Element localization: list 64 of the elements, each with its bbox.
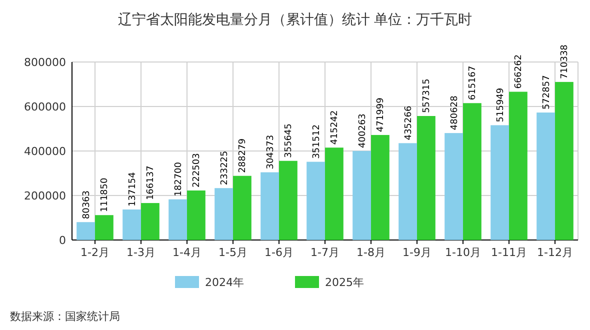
bar <box>444 133 463 240</box>
data-label: 480628 <box>450 95 460 130</box>
legend-label: 2025年 <box>325 276 364 289</box>
bar <box>536 112 555 240</box>
data-label: 615167 <box>468 66 478 100</box>
data-label: 111850 <box>100 177 110 212</box>
data-label: 435266 <box>404 106 414 140</box>
x-tick-label: 1-2月 <box>80 246 110 259</box>
data-label: 288279 <box>238 138 248 173</box>
bar <box>325 148 344 240</box>
data-label: 400263 <box>358 114 368 148</box>
data-label: 355645 <box>284 124 294 158</box>
data-label: 710338 <box>560 44 570 79</box>
data-label: 182700 <box>174 162 184 196</box>
data-label: 515949 <box>496 88 506 122</box>
bar <box>463 103 482 240</box>
y-tick-label: 600000 <box>24 100 66 114</box>
y-tick-label: 400000 <box>24 145 66 158</box>
bar <box>555 82 574 240</box>
bar <box>95 215 114 240</box>
data-label: 137154 <box>128 172 138 206</box>
x-tick-label: 1-7月 <box>310 246 340 259</box>
y-tick-label: 800000 <box>24 56 66 69</box>
data-label: 222503 <box>192 153 202 188</box>
data-label: 351512 <box>312 124 322 159</box>
x-tick-label: 1-6月 <box>264 246 294 259</box>
bar <box>168 199 187 240</box>
bar <box>76 222 95 240</box>
source-note: 数据来源：国家统计局 <box>10 310 120 323</box>
data-label: 557315 <box>422 78 432 113</box>
x-tick-label: 1-11月 <box>491 246 527 259</box>
bar <box>187 190 206 240</box>
y-tick-label: 200000 <box>24 190 66 202</box>
bar <box>279 160 298 240</box>
bar <box>398 143 417 240</box>
data-label: 415242 <box>330 110 340 145</box>
bar <box>122 209 141 240</box>
data-label: 304373 <box>266 134 276 170</box>
bar <box>352 150 371 240</box>
x-tick-label: 1-9月 <box>402 246 432 259</box>
bar <box>417 116 436 240</box>
chart-title: 辽宁省太阳能发电量分月（累计值）统计 单位：万千瓦时 <box>118 12 472 28</box>
bar <box>233 176 252 240</box>
x-tick-label: 1-8月 <box>356 246 386 259</box>
data-label: 471999 <box>376 97 386 132</box>
x-tick-label: 1-12月 <box>537 246 573 259</box>
data-label: 233225 <box>220 150 230 186</box>
bar <box>306 162 325 240</box>
data-label: 666262 <box>514 54 524 89</box>
data-label: 166137 <box>146 166 156 200</box>
bar <box>141 203 160 240</box>
x-tick-label: 1-10月 <box>445 246 481 259</box>
bar <box>371 134 390 240</box>
bar <box>509 92 528 240</box>
legend-label: 2024年 <box>205 276 244 289</box>
y-tick-label: 0 <box>59 234 66 247</box>
data-label: 572857 <box>542 75 552 110</box>
data-label: 80363 <box>82 190 92 220</box>
bar <box>260 172 279 240</box>
x-tick-label: 1-3月 <box>126 246 156 259</box>
x-tick-label: 1-4月 <box>172 246 202 259</box>
bar <box>490 125 509 240</box>
bar <box>214 188 233 240</box>
x-tick-label: 1-5月 <box>218 246 248 259</box>
